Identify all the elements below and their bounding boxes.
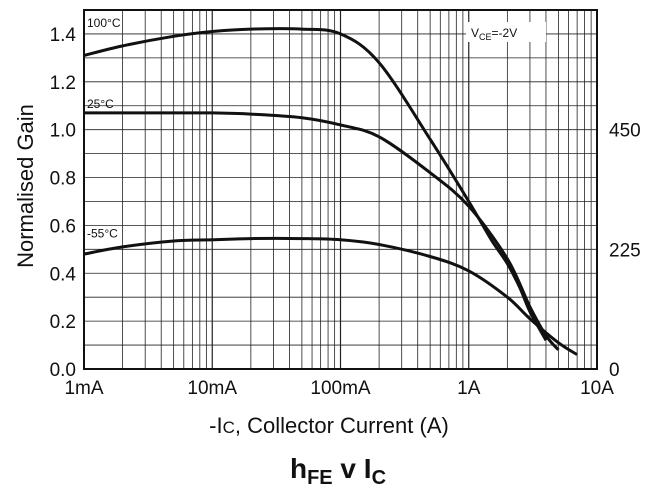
y-tick-label: 1.0 — [50, 121, 76, 142]
x-tick-label: 1mA — [64, 378, 103, 399]
series-labels: 100°C 25°C -55°C — [87, 16, 121, 241]
y-tick-label: 0.2 — [50, 312, 76, 333]
y-tick-label: 0.0 — [50, 360, 76, 381]
series-line — [84, 111, 560, 351]
tick-labels: 1mA 10mA 100mA 1A 10A 0.0 0.2 0.4 0.6 0.8 1.0 1.2 1.… — [50, 25, 641, 399]
chart-caption: hFE v IC — [290, 453, 386, 489]
y-tick-label: 0.6 — [50, 216, 76, 237]
x-tick-label: 1A — [457, 378, 481, 399]
y-tick-label: 1.2 — [50, 73, 76, 94]
y-tick-label: 0.8 — [50, 169, 76, 190]
series-line — [83, 27, 548, 342]
right-tick-label: 450 — [609, 121, 641, 142]
grid — [83, 10, 597, 369]
y-tick-label: 1.4 — [50, 25, 77, 46]
right-tick-label: 0 — [609, 360, 620, 381]
right-tick-label: 225 — [609, 240, 641, 261]
series-label: -55°C — [87, 226, 118, 240]
x-axis-title: -IC, Collector Current (A) — [209, 413, 449, 438]
series-line — [83, 236, 578, 356]
series-label: 100°C — [87, 16, 121, 30]
series-curves — [83, 27, 578, 356]
y-axis-title: Normalised Gain — [13, 104, 38, 268]
x-tick-label: 10A — [580, 378, 614, 399]
plot-frame — [83, 9, 598, 370]
condition-label-bg — [466, 22, 546, 42]
condition-label: VCE=-2V — [471, 26, 517, 42]
y-tick-label: 0.4 — [50, 264, 77, 285]
x-tick-label: 10mA — [187, 378, 237, 399]
x-tick-label: 100mA — [310, 378, 371, 399]
series-label: 25°C — [87, 97, 114, 111]
